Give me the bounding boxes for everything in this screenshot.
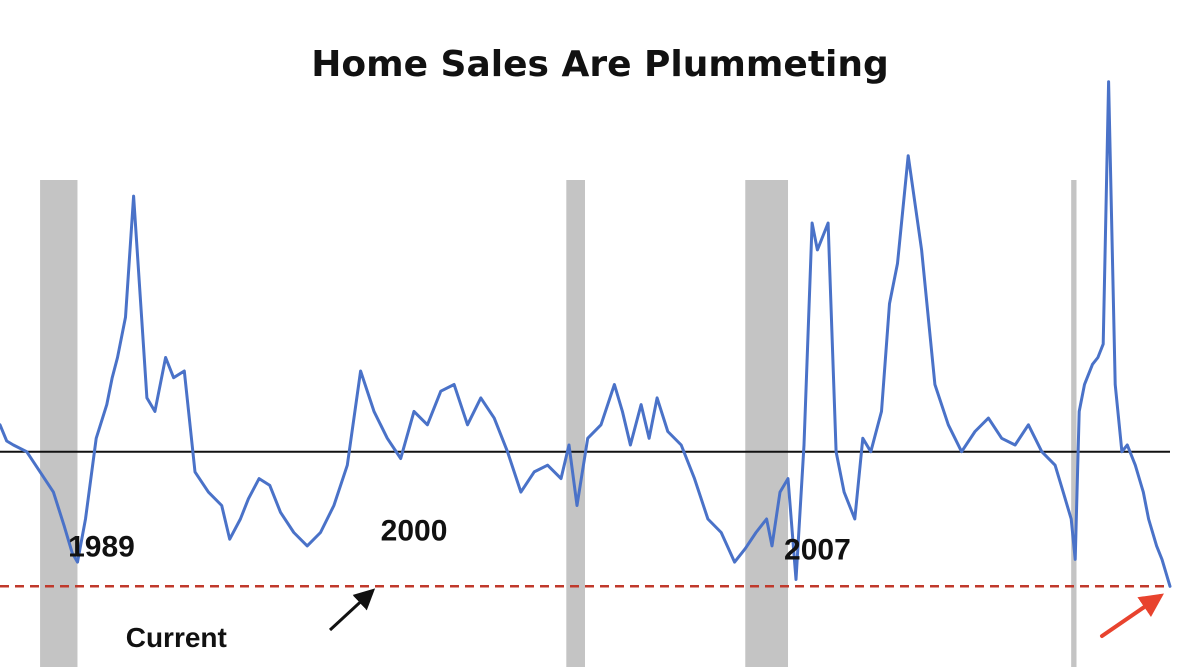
year-label-1989: 1989 [68, 531, 135, 564]
year-label-2007: 2007 [784, 533, 851, 566]
current-label: Current [126, 622, 227, 653]
year-label-2000: 2000 [381, 515, 448, 548]
recession-band-2 [566, 180, 585, 667]
recession-band-4 [1071, 180, 1077, 667]
recession-band-3 [745, 180, 789, 667]
chart-title: Home Sales Are Plummeting [311, 44, 889, 85]
latest-value-arrow [1100, 593, 1164, 638]
recession-band-1 [40, 180, 78, 667]
series-line-1 [0, 80, 1172, 588]
current-pointer-arrow [328, 588, 376, 632]
